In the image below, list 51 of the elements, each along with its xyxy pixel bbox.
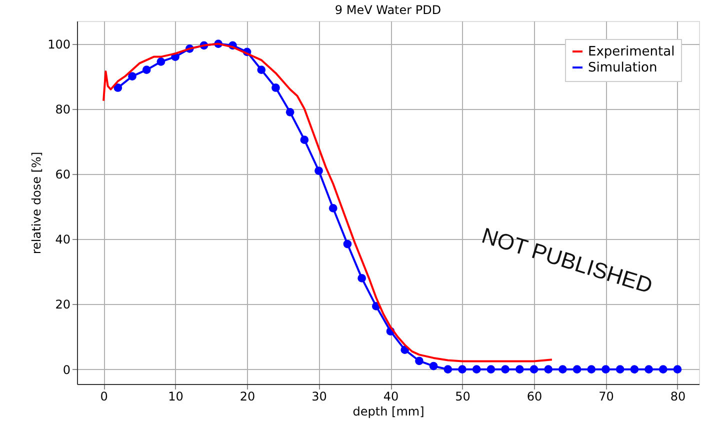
point bbox=[358, 274, 366, 282]
point bbox=[587, 365, 596, 374]
point bbox=[272, 84, 280, 92]
point bbox=[515, 365, 524, 374]
point bbox=[530, 365, 538, 374]
x-tick-label: 20 bbox=[240, 390, 256, 404]
point bbox=[558, 365, 567, 374]
y-tick-label: 0 bbox=[62, 362, 70, 377]
point bbox=[415, 356, 424, 366]
point bbox=[616, 365, 624, 374]
point bbox=[630, 365, 639, 374]
y-axis-title: relative dose [%] bbox=[30, 152, 44, 254]
point bbox=[644, 365, 653, 374]
y-tick-label: 20 bbox=[55, 298, 70, 312]
x-tick-label: 30 bbox=[312, 390, 327, 404]
point bbox=[156, 58, 166, 66]
x-tick-label: 40 bbox=[383, 390, 399, 404]
point bbox=[544, 365, 553, 374]
point bbox=[602, 365, 610, 374]
point bbox=[128, 72, 136, 81]
x-tick-label: 10 bbox=[168, 390, 184, 404]
point bbox=[343, 240, 352, 248]
point bbox=[114, 84, 122, 92]
point bbox=[486, 365, 496, 374]
point bbox=[501, 365, 510, 374]
x-tick-label: 0 bbox=[100, 390, 108, 404]
y-tick-label: 40 bbox=[55, 232, 70, 247]
x-tick-label: 60 bbox=[526, 390, 542, 404]
x-tick-label: 80 bbox=[670, 390, 686, 404]
x-axis-title: depth [mm] bbox=[352, 404, 424, 418]
x-tick-label: 70 bbox=[598, 390, 614, 404]
point bbox=[444, 365, 452, 374]
y-tick-label: 60 bbox=[55, 168, 70, 182]
point bbox=[429, 362, 438, 370]
point bbox=[257, 66, 266, 74]
y-tick-label: 100 bbox=[48, 37, 70, 52]
point bbox=[572, 365, 582, 374]
y-tick-label: 80 bbox=[55, 102, 70, 116]
point bbox=[328, 204, 338, 212]
legend-label: Simulation bbox=[588, 60, 658, 76]
legend-label: Experimental bbox=[588, 44, 675, 60]
point bbox=[142, 66, 151, 74]
x-tick-label: 50 bbox=[455, 390, 470, 404]
point bbox=[472, 365, 481, 374]
point bbox=[314, 166, 323, 175]
point bbox=[300, 136, 309, 144]
point bbox=[658, 365, 668, 374]
point bbox=[673, 365, 682, 374]
chart-title: 9 MeV Water PDD bbox=[334, 3, 442, 17]
point bbox=[286, 108, 294, 116]
point bbox=[458, 365, 466, 374]
